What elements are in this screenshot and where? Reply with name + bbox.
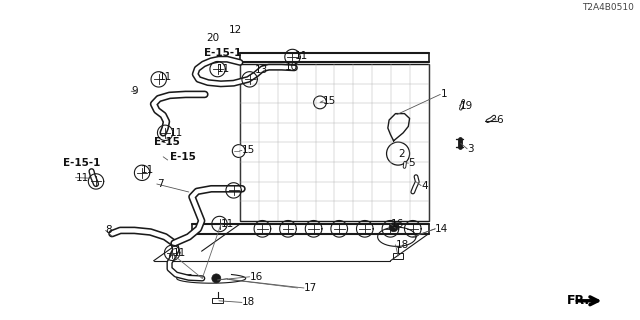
Circle shape: [387, 142, 410, 165]
Text: 6: 6: [496, 115, 502, 125]
Circle shape: [389, 223, 398, 232]
Text: 1: 1: [440, 89, 447, 100]
Polygon shape: [388, 114, 410, 141]
Text: 7: 7: [157, 179, 163, 189]
Text: 9: 9: [131, 86, 138, 96]
Text: 14: 14: [435, 224, 449, 234]
Text: 11: 11: [141, 164, 154, 175]
Circle shape: [212, 274, 221, 283]
Text: E-15: E-15: [154, 137, 179, 148]
Text: E-15-1: E-15-1: [204, 48, 241, 58]
Text: E-15-1: E-15-1: [63, 158, 100, 168]
Polygon shape: [240, 64, 429, 221]
Text: 17: 17: [304, 283, 317, 293]
Text: 18: 18: [396, 240, 409, 250]
Text: 5: 5: [408, 158, 415, 168]
Text: 11: 11: [170, 128, 183, 138]
Polygon shape: [378, 227, 416, 246]
Text: 10: 10: [285, 62, 298, 72]
Text: 15: 15: [323, 96, 337, 106]
Text: 12: 12: [229, 25, 243, 36]
Bar: [212, 298, 223, 303]
Text: 8: 8: [106, 225, 112, 236]
Text: 11: 11: [173, 248, 186, 258]
Text: 11: 11: [221, 219, 234, 229]
Text: T2A4B0510: T2A4B0510: [582, 4, 634, 12]
Bar: [393, 253, 403, 259]
Text: FR.: FR.: [566, 294, 589, 307]
Text: E-15: E-15: [170, 152, 195, 162]
Text: 4: 4: [421, 180, 428, 191]
Text: 11: 11: [216, 64, 230, 74]
Text: 13: 13: [255, 65, 268, 76]
Text: 11: 11: [294, 51, 308, 61]
Text: 11: 11: [76, 172, 89, 183]
Text: 2: 2: [398, 148, 404, 159]
Text: 15: 15: [242, 145, 255, 156]
Text: 18: 18: [242, 297, 255, 308]
Text: 16: 16: [250, 272, 263, 282]
Circle shape: [314, 96, 326, 109]
Text: 16: 16: [390, 219, 404, 229]
Circle shape: [232, 145, 245, 157]
Text: 20: 20: [206, 33, 220, 44]
Text: 19: 19: [460, 100, 473, 111]
Text: 3: 3: [467, 144, 474, 154]
Text: 11: 11: [159, 72, 172, 82]
